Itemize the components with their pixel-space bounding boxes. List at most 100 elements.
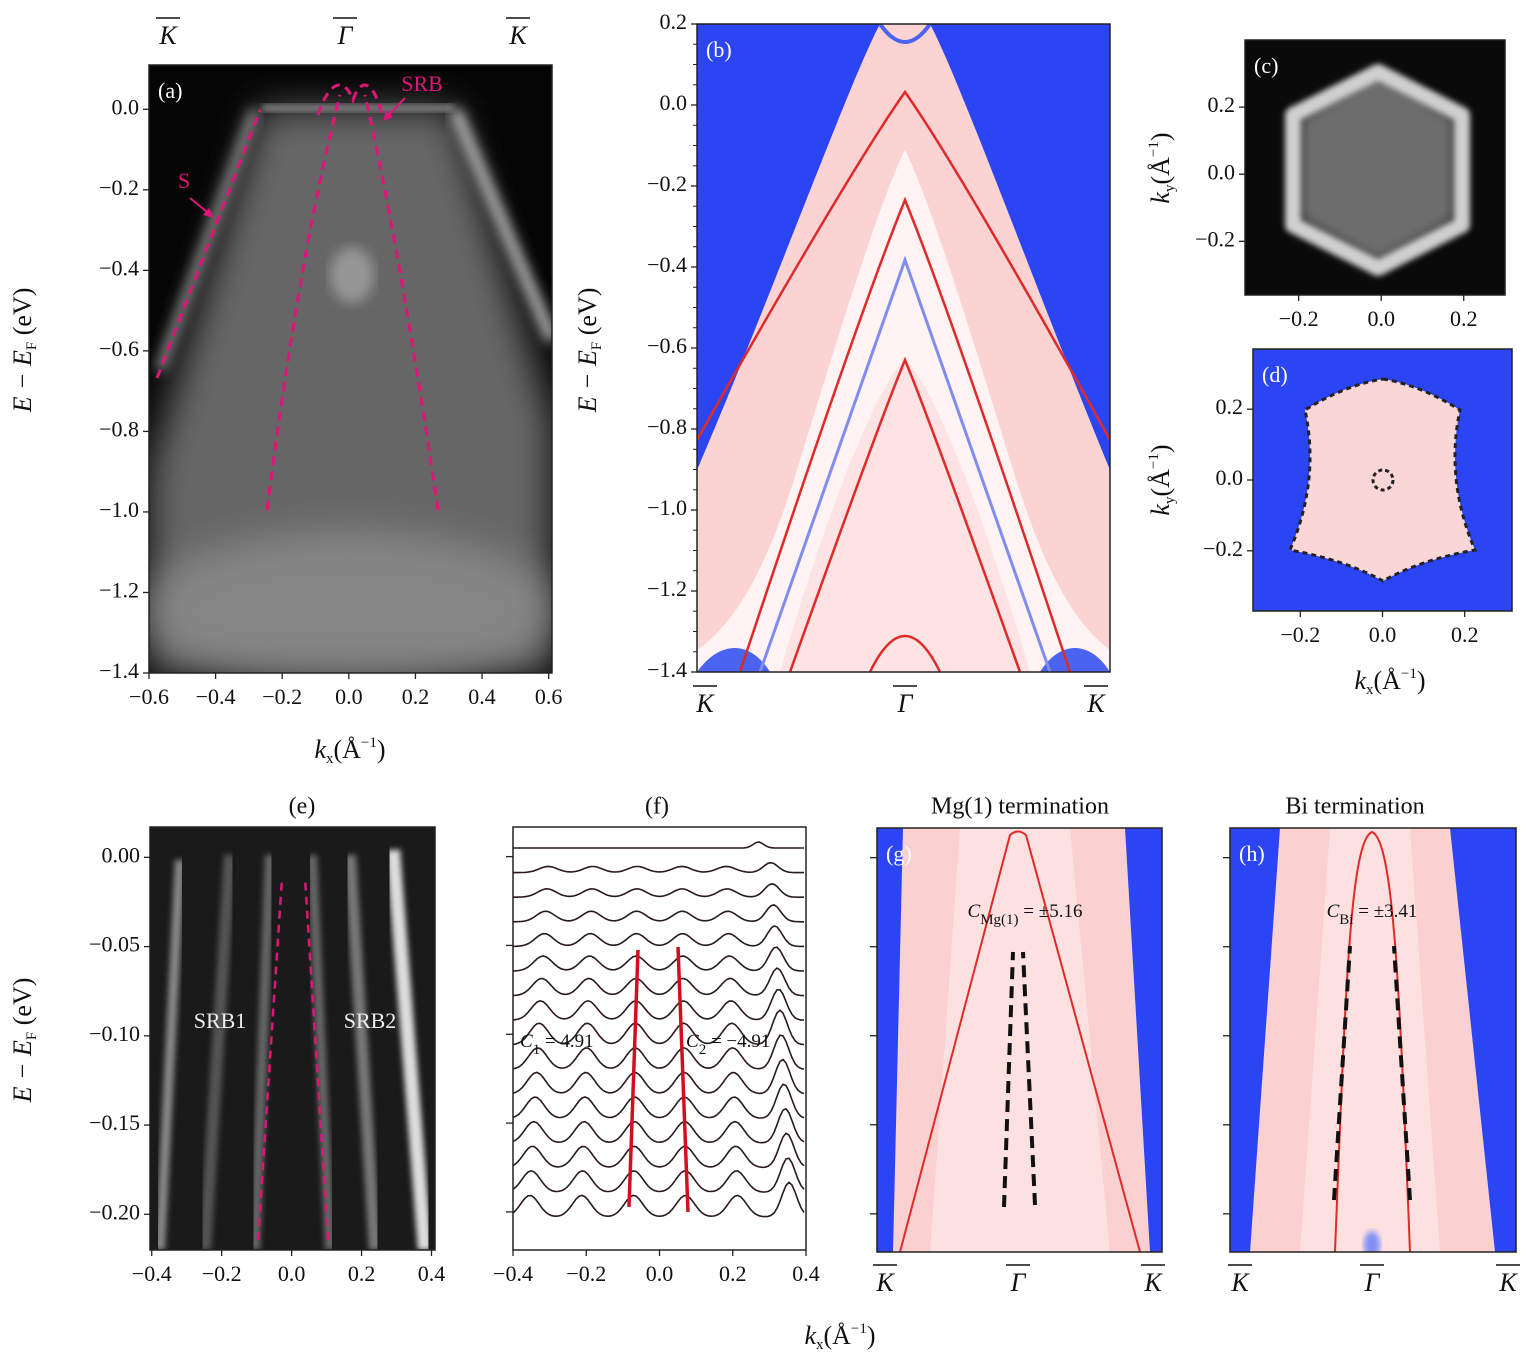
x-tick-label: 0.0 bbox=[1369, 622, 1397, 647]
panel-title: Mg(1) termination bbox=[931, 794, 1109, 820]
y-tick-label: −0.20 bbox=[89, 1199, 140, 1224]
intensity bbox=[344, 854, 381, 1250]
annotation-part: = ±5.16 bbox=[1019, 901, 1083, 922]
y-tick-label: −0.8 bbox=[99, 416, 139, 441]
arrow-head bbox=[203, 208, 214, 218]
edc-curve bbox=[513, 988, 805, 1021]
x-axis-label-part: (Å bbox=[333, 735, 361, 764]
band-guide bbox=[1021, 951, 1037, 1206]
panel-image bbox=[1253, 349, 1512, 611]
band-guide bbox=[363, 94, 440, 511]
band-guide bbox=[155, 109, 262, 379]
band-guide bbox=[256, 877, 284, 1241]
annotation: C1 = 4.91 bbox=[520, 1031, 594, 1058]
edc-curve bbox=[513, 1009, 805, 1046]
x-axis-label-part: ) bbox=[377, 735, 386, 764]
x-axis-label-part: −1 bbox=[851, 1321, 867, 1337]
y-axis-label-part: F bbox=[589, 342, 605, 350]
y-axis-label-part: k bbox=[1146, 192, 1175, 204]
panel-title: (f) bbox=[645, 794, 669, 820]
x-tick-label: 0.6 bbox=[535, 684, 563, 709]
x-axis-label-part: k bbox=[1354, 666, 1366, 695]
x-tick-label: −0.2 bbox=[566, 1261, 606, 1286]
y-tick-label: −0.4 bbox=[99, 255, 139, 280]
annotation-part: C bbox=[686, 1031, 699, 1052]
x-tick-label: −0.2 bbox=[202, 1261, 242, 1286]
panel-frame bbox=[1229, 827, 1517, 1253]
symmetry-label: K bbox=[1498, 1268, 1518, 1297]
band bbox=[868, 634, 942, 672]
annotation-part: C bbox=[520, 1031, 533, 1052]
y-tick-label: −1.2 bbox=[99, 578, 139, 603]
x-tick-label: −0.4 bbox=[132, 1261, 172, 1286]
annotation: SRB bbox=[401, 71, 443, 96]
y-tick-label: −0.2 bbox=[99, 175, 139, 200]
arrow-head bbox=[383, 110, 393, 121]
image-bg bbox=[150, 827, 435, 1250]
fermi-ring bbox=[1285, 64, 1470, 276]
y-tick-label: 0.2 bbox=[1208, 92, 1236, 117]
y-axis-label: E − EF (eV) bbox=[573, 288, 605, 414]
symmetry-label: Γ bbox=[1364, 1268, 1381, 1297]
x-tick-label: −0.4 bbox=[493, 1261, 533, 1286]
intensity bbox=[262, 104, 454, 112]
intensity bbox=[449, 107, 552, 343]
x-tick-label: −0.2 bbox=[1280, 622, 1320, 647]
annotation-part: C bbox=[968, 901, 981, 922]
y-tick-label: −0.2 bbox=[647, 171, 687, 196]
y-axis-label-part: −1 bbox=[1146, 453, 1162, 469]
edc-curve bbox=[513, 1058, 805, 1095]
edc-curve bbox=[513, 967, 805, 997]
x-tick-label: 0.4 bbox=[418, 1261, 446, 1286]
x-axis-label-part: (Å bbox=[823, 1321, 851, 1350]
y-tick-label: −1.4 bbox=[647, 657, 687, 682]
y-axis-label: E − EF (eV) bbox=[8, 978, 40, 1104]
symmetry-label: K bbox=[1230, 1268, 1250, 1297]
x-tick-label: 0.2 bbox=[719, 1261, 747, 1286]
annotation-part: 2 bbox=[699, 1042, 707, 1058]
spectral-region bbox=[780, 360, 1030, 672]
annotation: S bbox=[178, 168, 190, 193]
x-tick-label: 0.4 bbox=[792, 1261, 820, 1286]
intensity bbox=[155, 108, 260, 372]
band bbox=[899, 830, 1141, 1252]
y-axis-label: ky(Å−1) bbox=[1146, 132, 1178, 203]
edc-curve bbox=[513, 1157, 805, 1193]
annotation-part: Mg(1) bbox=[980, 912, 1018, 928]
spectral-region bbox=[1364, 1231, 1380, 1252]
y-tick-label: −1.2 bbox=[647, 576, 687, 601]
x-tick-label: 0.2 bbox=[1450, 306, 1478, 331]
x-axis-label-part: x bbox=[816, 1337, 824, 1353]
spectral-region bbox=[930, 828, 1110, 1252]
x-tick-label: −0.4 bbox=[196, 684, 236, 709]
x-axis-label-part: x bbox=[326, 751, 334, 767]
y-tick-label: 0.0 bbox=[1216, 465, 1244, 490]
y-tick-label: −0.6 bbox=[99, 336, 139, 361]
band-guide bbox=[303, 877, 330, 1241]
edc-curve bbox=[513, 904, 804, 923]
y-tick-label: −0.2 bbox=[1195, 226, 1235, 251]
intensity bbox=[149, 530, 552, 673]
symmetry-label: Γ bbox=[337, 21, 354, 50]
edc-curve bbox=[513, 1034, 805, 1070]
panel-image bbox=[513, 827, 806, 1250]
band-guide bbox=[1392, 945, 1412, 1201]
x-axis-label: kx(Å−1) bbox=[1354, 666, 1425, 698]
x-tick-label: 0.0 bbox=[335, 684, 363, 709]
y-tick-label: 0.0 bbox=[1208, 159, 1236, 184]
band-fit bbox=[676, 946, 690, 1213]
intensity bbox=[330, 247, 374, 303]
y-tick-label: 0.0 bbox=[660, 90, 688, 115]
x-axis-label-part: k bbox=[804, 1321, 816, 1350]
band bbox=[788, 356, 1022, 672]
y-axis-label-part: k bbox=[1146, 504, 1175, 516]
panel-image bbox=[1230, 828, 1516, 1252]
y-axis-label-part: E − E bbox=[8, 350, 37, 413]
x-tick-label: −0.2 bbox=[1279, 306, 1319, 331]
x-tick-label: 0.4 bbox=[468, 684, 496, 709]
panel-image bbox=[149, 65, 552, 673]
y-axis-label-part: y bbox=[1162, 496, 1178, 504]
panel-image bbox=[877, 828, 1162, 1252]
x-tick-label: −0.2 bbox=[262, 684, 302, 709]
